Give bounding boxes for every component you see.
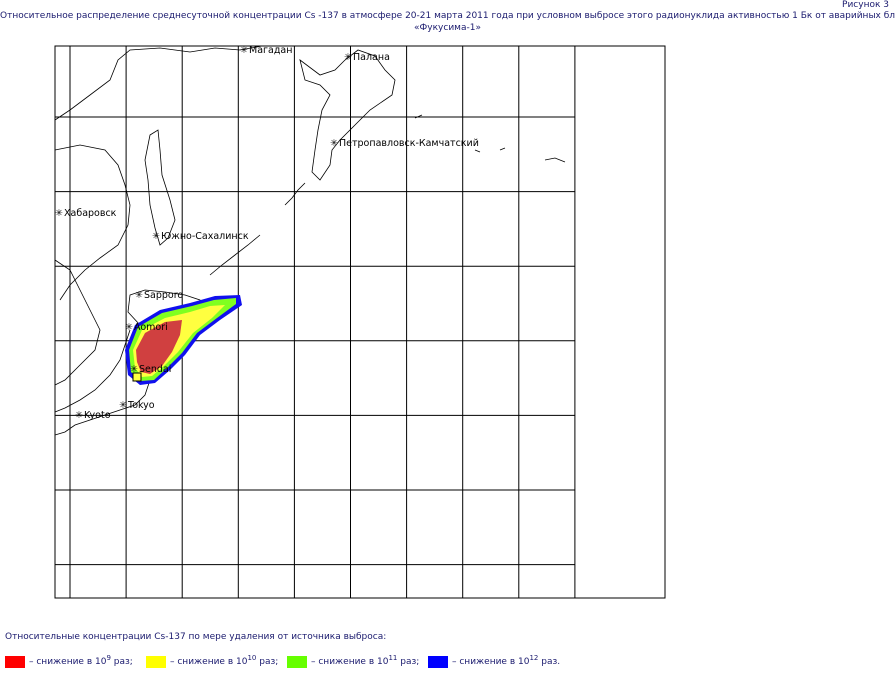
figure-number: Рисунок 3 (842, 0, 889, 10)
city-marker: ✳ (240, 45, 248, 56)
coastline (54, 259, 101, 386)
legend-swatch (428, 655, 448, 668)
kuril-islands (209, 234, 261, 276)
city-label: Южно-Сахалинск (161, 231, 249, 242)
legend-text: раз; (400, 657, 420, 667)
legend-exponent: 12 (529, 654, 539, 662)
plume (125, 295, 242, 385)
city-marker: ✳ (119, 400, 127, 411)
coastlines (54, 45, 566, 436)
plume-1e9 (136, 320, 182, 374)
islands (284, 114, 566, 206)
legend-swatch (5, 655, 25, 668)
city-marker: ✳ (152, 231, 160, 242)
legend-swatch (146, 655, 166, 668)
legend-text: раз; (113, 657, 133, 667)
city-marker: ✳ (135, 290, 143, 301)
coastline (54, 144, 131, 301)
legend-text: – снижение в 10 (170, 657, 248, 667)
legend-text: – снижение в 10 (452, 657, 530, 667)
legend-swatch (287, 655, 307, 668)
legend-exponent: 10 (247, 654, 257, 662)
source (132, 372, 142, 382)
legend-exponent: 9 (106, 654, 111, 662)
legend-text: раз. (541, 657, 561, 667)
city-label: Палана (353, 52, 390, 63)
cities: ✳ Магадан✳ Палана✳ Петропавловск-Камчатский… (55, 45, 479, 421)
city-marker: ✳ (125, 322, 133, 333)
city-marker: ✳ (330, 138, 338, 149)
legend-text: – снижение в 10 (29, 657, 107, 667)
legend-item: – снижение в 109 раз; (5, 654, 133, 668)
legend-item: – снижение в 1010 раз; (146, 654, 278, 668)
city-label: Петропавловск-Камчатский (339, 138, 479, 149)
city-label: Aomori (134, 322, 168, 333)
honshu (54, 329, 131, 413)
legend-item: – снижение в 1012 раз. (428, 654, 560, 668)
kamchatka (299, 49, 396, 181)
grid (55, 46, 576, 598)
city-marker: ✳ (55, 208, 63, 219)
city-label: Хабаровск (64, 208, 117, 219)
title-line: «Фукусима-1» (414, 23, 481, 33)
legend-item: – снижение в 1011 раз; (287, 654, 419, 668)
city-label: Tokyo (127, 400, 155, 411)
city-label: Sapporo (144, 290, 183, 301)
city-label: Магадан (249, 45, 292, 56)
sakhalin (144, 129, 176, 246)
city-marker: ✳ (75, 410, 83, 421)
legend-title: Относительные концентрации Cs-137 по мер… (5, 632, 387, 642)
city-marker: ✳ (344, 52, 352, 63)
title-line: Относительное распределение среднесуточн… (0, 11, 895, 21)
city-marker: ✳ (130, 364, 138, 375)
coastline (54, 45, 263, 121)
legend-text: – снижение в 10 (311, 657, 389, 667)
legend-text: раз; (259, 657, 279, 667)
legend-exponent: 11 (388, 654, 398, 662)
title: Относительное распределение среднесуточн… (0, 10, 895, 34)
city-label: Kyoto (84, 410, 111, 421)
city-label: Sendai (139, 364, 171, 375)
